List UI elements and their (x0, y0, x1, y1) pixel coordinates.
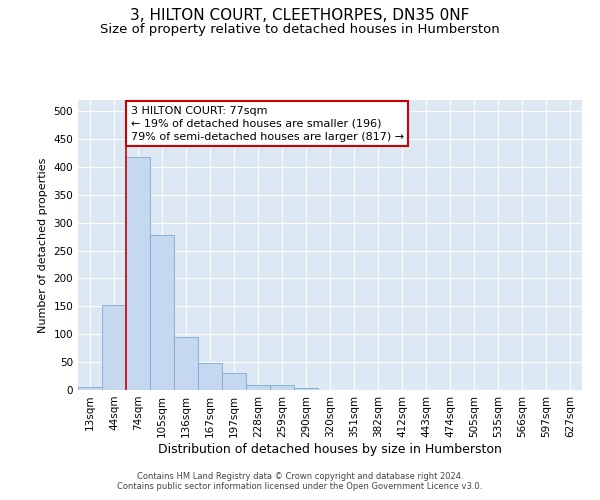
Bar (222, 374, 246, 390)
Bar (174, 337, 198, 390)
Y-axis label: Number of detached properties: Number of detached properties (38, 158, 48, 332)
Text: Contains public sector information licensed under the Open Government Licence v3: Contains public sector information licen… (118, 482, 482, 491)
Bar (270, 385, 294, 390)
Bar (126, 158, 150, 390)
Text: Distribution of detached houses by size in Humberston: Distribution of detached houses by size … (158, 442, 502, 456)
Text: 3, HILTON COURT, CLEETHORPES, DN35 0NF: 3, HILTON COURT, CLEETHORPES, DN35 0NF (130, 8, 470, 22)
Text: 3 HILTON COURT: 77sqm
← 19% of detached houses are smaller (196)
79% of semi-det: 3 HILTON COURT: 77sqm ← 19% of detached … (131, 106, 404, 142)
Bar (78, 387, 102, 390)
Text: Size of property relative to detached houses in Humberston: Size of property relative to detached ho… (100, 22, 500, 36)
Bar (246, 385, 270, 390)
Bar (294, 388, 318, 390)
Text: Contains HM Land Registry data © Crown copyright and database right 2024.: Contains HM Land Registry data © Crown c… (137, 472, 463, 481)
Bar (198, 363, 222, 390)
Bar (150, 235, 174, 390)
Bar (102, 305, 126, 390)
